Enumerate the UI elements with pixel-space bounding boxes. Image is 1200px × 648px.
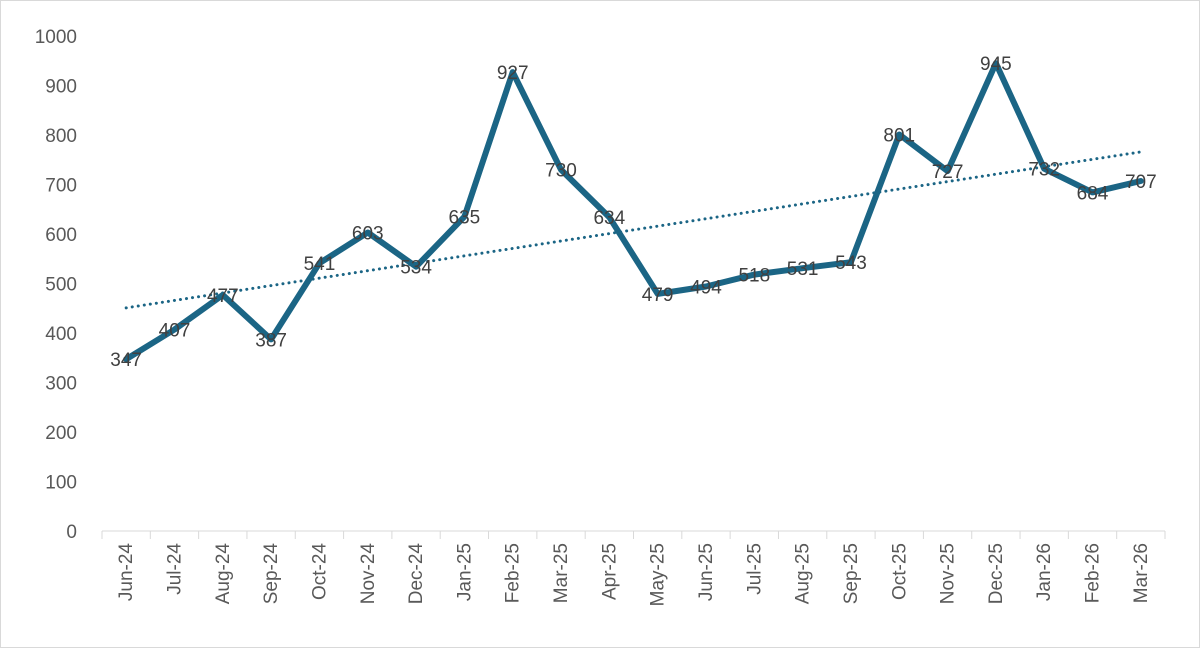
x-tick-label: Jan-26 <box>1034 543 1055 601</box>
x-tick-label: Sep-24 <box>261 543 282 605</box>
data-labels-group: 347 407 477 387 541 603 534 635 927 730 634 479 494 5… <box>110 54 1156 371</box>
series-group <box>123 60 1144 363</box>
data-label: 541 <box>304 254 336 275</box>
data-label: 635 <box>449 208 481 229</box>
y-tick-label: 500 <box>45 275 77 296</box>
data-label: 347 <box>110 350 142 371</box>
y-tick-label: 200 <box>45 423 77 444</box>
x-tick-label: Aug-25 <box>793 543 814 604</box>
data-label: 707 <box>1125 172 1157 193</box>
data-label: 543 <box>835 253 867 274</box>
y-tick-label: 800 <box>45 126 77 147</box>
y-axis: 0 100 200 300 400 500 600 700 800 900 1000 <box>35 27 77 543</box>
data-label: 945 <box>980 54 1012 75</box>
data-label: 634 <box>593 208 625 229</box>
x-tick-label: Jul-25 <box>744 543 765 595</box>
data-label: 477 <box>207 286 239 307</box>
x-tick-label: Oct-24 <box>309 543 330 600</box>
x-tick-label: Aug-24 <box>213 543 234 605</box>
data-label: 801 <box>883 126 915 147</box>
data-label: 534 <box>400 258 432 279</box>
data-label: 603 <box>352 224 384 245</box>
x-tick-label: Dec-24 <box>406 543 427 605</box>
data-label: 518 <box>738 266 770 287</box>
y-tick-label: 400 <box>45 324 77 345</box>
x-tick-label: Apr-25 <box>599 543 620 600</box>
x-tick-label: Nov-25 <box>938 543 959 604</box>
x-tick-label: Jan-25 <box>454 543 475 601</box>
x-tick-label: Feb-25 <box>503 543 524 603</box>
series-line <box>123 60 1144 363</box>
x-tick-label: Feb-26 <box>1083 543 1104 603</box>
data-label: 407 <box>159 321 191 342</box>
y-tick-label: 300 <box>45 374 77 395</box>
trendline-group <box>124 150 1143 310</box>
y-tick-label: 900 <box>45 77 77 98</box>
trendline <box>124 150 1143 310</box>
x-tick-label: Jul-24 <box>164 543 185 595</box>
x-tick-label: May-25 <box>648 543 669 606</box>
x-tick-label: Sep-25 <box>841 543 862 604</box>
data-label: 727 <box>932 162 964 183</box>
x-tick-label: Jun-25 <box>696 543 717 601</box>
x-tick-label: Mar-25 <box>551 543 572 603</box>
data-label: 927 <box>497 63 529 84</box>
data-label: 684 <box>1077 183 1109 204</box>
data-label: 730 <box>545 161 577 182</box>
data-label: 479 <box>642 285 674 306</box>
y-tick-label: 0 <box>66 522 77 543</box>
x-tick-label: Nov-24 <box>358 543 379 605</box>
x-tick-label: Dec-25 <box>986 543 1007 604</box>
x-tick-label: Oct-25 <box>889 543 910 600</box>
data-label: 531 <box>787 259 819 280</box>
x-tick-label: Mar-26 <box>1131 543 1152 603</box>
y-tick-label: 600 <box>45 225 77 246</box>
data-label: 494 <box>690 277 722 298</box>
y-tick-label: 1000 <box>35 27 77 48</box>
y-tick-label: 700 <box>45 176 77 197</box>
x-axis: Jun-24 Jul-24 Aug-24 Sep-24 Oct-24 Nov-24 Dec-… <box>101 530 1166 606</box>
y-tick-label: 100 <box>45 473 77 494</box>
data-label: 732 <box>1028 160 1060 181</box>
data-label: 387 <box>255 330 287 351</box>
x-tick-label: Jun-24 <box>116 543 137 602</box>
